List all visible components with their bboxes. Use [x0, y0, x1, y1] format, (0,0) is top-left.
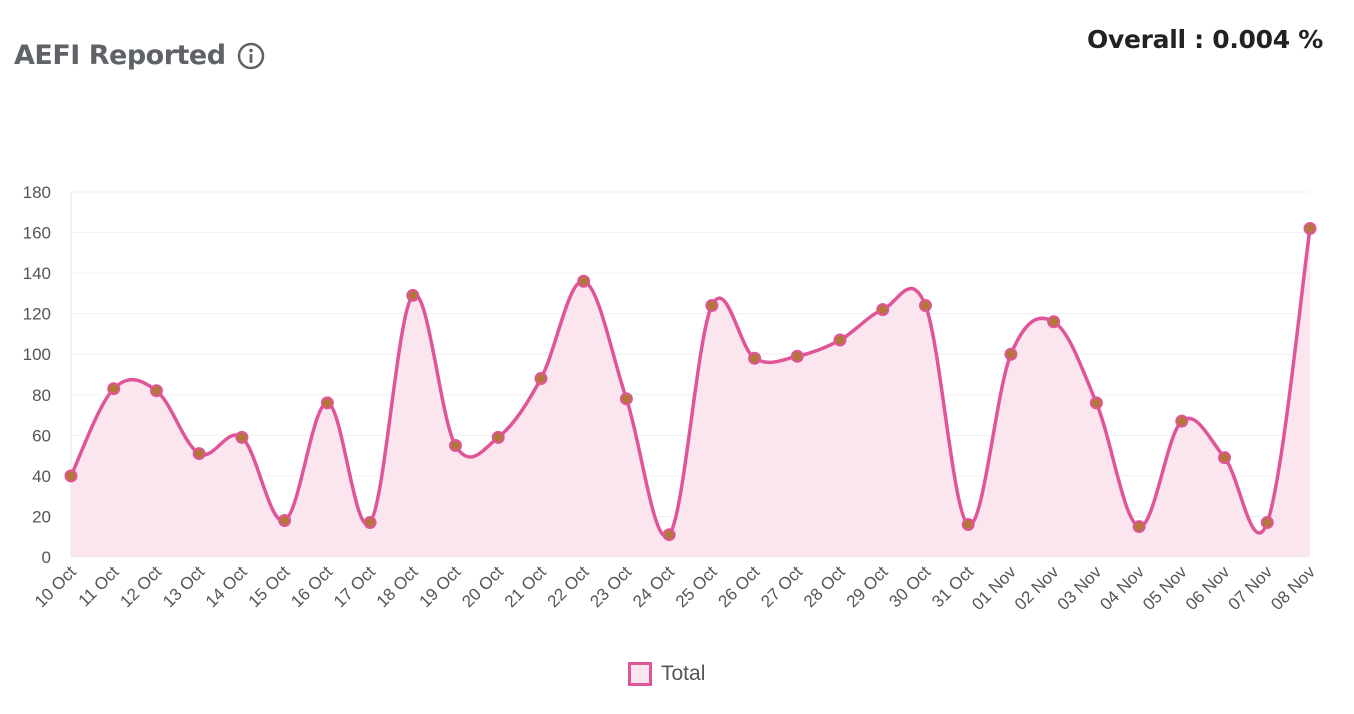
- data-point: [1004, 347, 1018, 361]
- x-tick-label: 25 Oct: [672, 562, 721, 611]
- data-point: [961, 518, 975, 532]
- data-point: [577, 274, 591, 288]
- legend-label: Total: [661, 662, 706, 685]
- x-tick-label: 11 Oct: [75, 562, 123, 610]
- x-tick-label: 15 Oct: [245, 562, 294, 611]
- x-tick-label: 23 Oct: [586, 562, 635, 611]
- x-tick-label: 30 Oct: [885, 562, 934, 611]
- y-tick-label: 60: [32, 426, 51, 445]
- x-tick-label: 19 Oct: [415, 562, 464, 611]
- x-tick-label: 08 Nov: [1267, 562, 1319, 614]
- data-point: [918, 299, 932, 313]
- data-point: [64, 469, 78, 483]
- data-point: [192, 447, 206, 461]
- data-point: [449, 438, 463, 452]
- x-tick-label: 21 Oct: [501, 562, 550, 611]
- x-tick-label: 01 Nov: [968, 562, 1020, 614]
- data-point: [790, 349, 804, 363]
- data-point: [1132, 520, 1146, 534]
- y-tick-label: 160: [23, 224, 51, 243]
- data-point: [833, 333, 847, 347]
- info-circle-icon[interactable]: [236, 41, 266, 71]
- data-point: [1218, 451, 1232, 465]
- x-tick-label: 04 Nov: [1096, 562, 1148, 614]
- x-tick-label: 06 Nov: [1182, 562, 1234, 614]
- data-point: [534, 372, 548, 386]
- y-tick-label: 120: [23, 305, 51, 324]
- data-point: [619, 392, 633, 406]
- x-tick-label: 26 Oct: [715, 562, 764, 611]
- chart-header: AEFI Reported: [14, 40, 266, 71]
- x-tick-label: 14 Oct: [202, 562, 251, 611]
- x-tick-label: 28 Oct: [800, 562, 849, 611]
- data-point: [363, 516, 377, 530]
- data-point: [1260, 516, 1274, 530]
- y-tick-label: 0: [42, 548, 51, 567]
- x-tick-label: 12 Oct: [116, 562, 165, 611]
- x-tick-label: 05 Nov: [1139, 562, 1191, 614]
- x-tick-label: 31 Oct: [928, 562, 977, 611]
- x-tick-label: 17 Oct: [330, 562, 379, 611]
- y-tick-label: 20: [32, 507, 51, 526]
- y-tick-label: 180: [23, 183, 51, 202]
- x-tick-label: 27 Oct: [757, 562, 806, 611]
- overall-percentage: Overall : 0.004 %: [1087, 25, 1323, 54]
- x-tick-label: 03 Nov: [1054, 562, 1106, 614]
- series-line-total: [69, 228, 1312, 539]
- x-tick-label: 29 Oct: [843, 562, 892, 611]
- data-point: [1089, 396, 1103, 410]
- data-point: [1047, 315, 1061, 329]
- data-point: [235, 430, 249, 444]
- data-point: [876, 303, 890, 317]
- data-point: [278, 514, 292, 527]
- data-point: [149, 384, 163, 398]
- x-tick-label: 20 Oct: [458, 562, 507, 611]
- x-tick-label: 18 Oct: [373, 562, 422, 611]
- data-point: [662, 528, 676, 542]
- data-point: [406, 288, 420, 302]
- data-point: [705, 299, 719, 313]
- y-tick-label: 100: [23, 345, 51, 364]
- data-point: [320, 396, 334, 410]
- y-tick-label: 80: [32, 386, 51, 405]
- x-tick-label: 24 Oct: [629, 562, 678, 611]
- x-tick-label: 07 Nov: [1225, 562, 1277, 614]
- data-point: [107, 382, 121, 396]
- x-tick-label: 13 Oct: [159, 562, 208, 611]
- y-tick-label: 140: [23, 264, 51, 283]
- data-point: [748, 351, 762, 365]
- x-tick-label: 10 Oct: [31, 562, 80, 611]
- series-area-total: [71, 228, 1310, 557]
- x-tick-label: 22 Oct: [544, 562, 593, 611]
- x-tick-label: 16 Oct: [287, 562, 336, 611]
- y-tick-label: 40: [32, 467, 51, 486]
- legend-item-total[interactable]: Total: [628, 662, 705, 686]
- data-point: [1303, 222, 1317, 235]
- data-point: [1175, 414, 1189, 428]
- legend-swatch: [628, 662, 652, 686]
- page-title: AEFI Reported: [14, 40, 226, 71]
- x-tick-label: 02 Nov: [1011, 562, 1063, 614]
- data-point: [491, 430, 505, 444]
